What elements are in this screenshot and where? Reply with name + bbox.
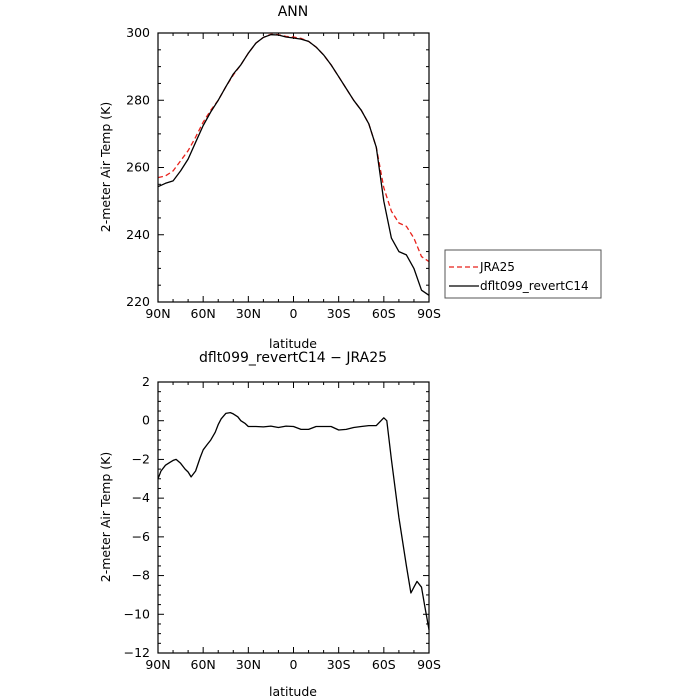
bottom-chart-xtick-label: 30N bbox=[236, 657, 261, 672]
bottom-chart-ytick-label: −12 bbox=[124, 645, 150, 660]
bottom-chart-xtick-label: 90S bbox=[417, 657, 441, 672]
top-chart-xtick-label: 60S bbox=[372, 306, 396, 321]
bottom-chart-xlabel: latitude bbox=[269, 684, 317, 699]
top-chart-ticks: 90N 60N 30N 0 30S 60S 90S 220 240 260 280 300 bbox=[126, 25, 441, 321]
top-chart-title: ANN bbox=[278, 4, 309, 20]
top-chart-xlabel: latitude bbox=[269, 336, 317, 351]
bottom-chart-ytick-label: 2 bbox=[142, 374, 150, 389]
bottom-chart-xtick-label: 90N bbox=[145, 657, 170, 672]
bottom-chart-xtick-label: 60N bbox=[191, 657, 216, 672]
bottom-chart-ytick-label: −2 bbox=[132, 451, 150, 466]
bottom-chart-ytick-label: −6 bbox=[132, 529, 150, 544]
top-chart-lines bbox=[157, 33, 430, 296]
top-chart-series-dflt099-revertc14 bbox=[157, 34, 430, 296]
bottom-chart-ylabel: 2-meter Air Temp (K) bbox=[98, 452, 113, 582]
bottom-chart-ytick-label: 0 bbox=[142, 413, 150, 428]
legend-label-jra25: JRA25 bbox=[479, 260, 515, 274]
bottom-chart-frame bbox=[157, 381, 430, 654]
bottom-chart-panel: dflt099_revertC14 − JRA25 latitude 2-met… bbox=[98, 350, 441, 699]
top-chart-ylabel: 2-meter Air Temp (K) bbox=[98, 102, 113, 232]
top-chart-ytick-label: 240 bbox=[126, 227, 150, 242]
bottom-chart-lines bbox=[157, 411, 430, 630]
top-chart-xtick-label: 30N bbox=[236, 306, 261, 321]
bottom-chart-xtick-label: 60S bbox=[372, 657, 396, 672]
top-chart-xtick-label: 90S bbox=[417, 306, 441, 321]
legend-label-dflt099: dflt099_revertC14 bbox=[480, 279, 589, 293]
top-chart-xtick-label: 90N bbox=[145, 306, 170, 321]
top-chart-ytick-label: 260 bbox=[126, 160, 150, 175]
top-chart-panel: ANN latitude 2-meter Air Temp (K) 90N 60N… bbox=[98, 4, 441, 351]
bottom-chart-ytick-label: −8 bbox=[132, 568, 150, 583]
bottom-chart-xtick-label: 30S bbox=[327, 657, 351, 672]
top-chart-xtick-label: 0 bbox=[290, 306, 298, 321]
bottom-chart-xtick-label: 0 bbox=[290, 657, 298, 672]
top-chart-ytick-label: 280 bbox=[126, 92, 150, 107]
bottom-chart-ticks: 90N 60N 30N 0 30S 60S 90S −12 −10 −8 −6 −4 −2 0 2 bbox=[124, 374, 441, 672]
top-chart-series-jra25 bbox=[157, 33, 430, 263]
top-chart-xtick-label: 60N bbox=[191, 306, 216, 321]
legend-box bbox=[444, 249, 602, 299]
bottom-chart-series-difference bbox=[157, 411, 430, 630]
top-chart-frame bbox=[157, 32, 430, 303]
top-chart-ytick-label: 300 bbox=[126, 25, 150, 40]
legend: JRA25 dflt099_revertC14 bbox=[444, 249, 602, 299]
bottom-chart-title: dflt099_revertC14 − JRA25 bbox=[199, 350, 387, 366]
top-chart-xtick-label: 30S bbox=[327, 306, 351, 321]
bottom-chart-ytick-label: −10 bbox=[124, 606, 150, 621]
bottom-chart-ytick-label: −4 bbox=[132, 490, 150, 505]
top-chart-ytick-label: 220 bbox=[126, 294, 150, 309]
